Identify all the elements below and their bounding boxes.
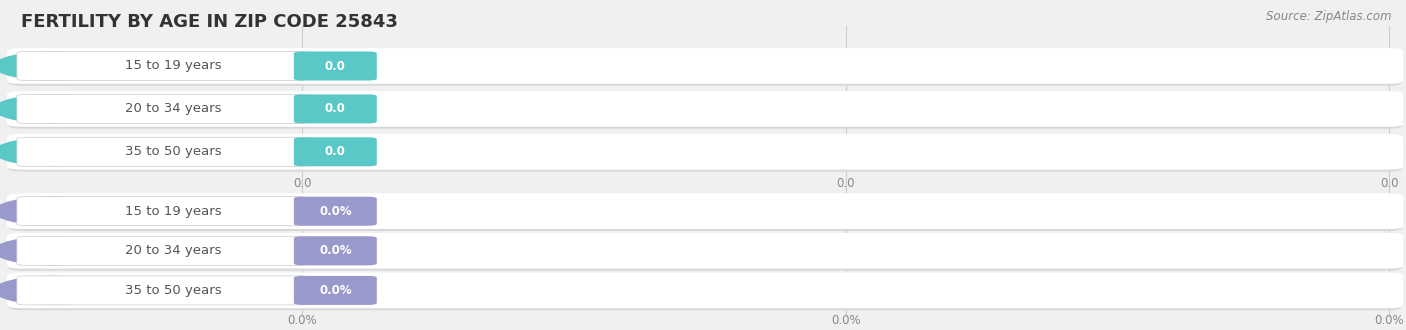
Text: 0.0%: 0.0% [319,284,352,297]
FancyBboxPatch shape [8,275,1402,310]
FancyBboxPatch shape [294,236,377,265]
FancyBboxPatch shape [8,195,1402,231]
Text: FERTILITY BY AGE IN ZIP CODE 25843: FERTILITY BY AGE IN ZIP CODE 25843 [21,13,398,31]
FancyBboxPatch shape [7,233,1403,269]
Text: 0.0: 0.0 [325,59,346,73]
FancyBboxPatch shape [17,197,308,226]
FancyBboxPatch shape [294,276,377,305]
Text: 0.0: 0.0 [292,177,312,190]
FancyBboxPatch shape [17,276,308,305]
Circle shape [0,52,112,80]
FancyBboxPatch shape [8,235,1402,271]
FancyBboxPatch shape [294,137,377,166]
Text: 0.0%: 0.0% [319,205,352,218]
Circle shape [0,138,112,166]
FancyBboxPatch shape [294,51,377,81]
FancyBboxPatch shape [294,94,377,123]
FancyBboxPatch shape [17,236,308,265]
Text: 0.0: 0.0 [837,177,855,190]
Text: 20 to 34 years: 20 to 34 years [125,244,222,257]
Text: 0.0%: 0.0% [319,244,352,257]
Text: 0.0: 0.0 [1379,177,1399,190]
FancyBboxPatch shape [7,273,1403,308]
FancyBboxPatch shape [8,50,1402,86]
FancyBboxPatch shape [7,91,1403,127]
Text: Source: ZipAtlas.com: Source: ZipAtlas.com [1267,10,1392,23]
FancyBboxPatch shape [7,193,1403,229]
FancyBboxPatch shape [7,48,1403,84]
Text: 0.0%: 0.0% [831,314,860,327]
Text: 15 to 19 years: 15 to 19 years [125,205,222,218]
Text: 20 to 34 years: 20 to 34 years [125,102,222,115]
FancyBboxPatch shape [17,51,308,81]
FancyBboxPatch shape [8,93,1402,129]
Circle shape [0,95,112,123]
Text: 0.0%: 0.0% [1374,314,1405,327]
FancyBboxPatch shape [17,94,308,123]
Text: 0.0: 0.0 [325,145,346,158]
Circle shape [0,197,112,225]
FancyBboxPatch shape [8,136,1402,172]
FancyBboxPatch shape [7,134,1403,170]
FancyBboxPatch shape [17,137,308,166]
Text: 35 to 50 years: 35 to 50 years [125,284,222,297]
Text: 0.0%: 0.0% [287,314,318,327]
Text: 15 to 19 years: 15 to 19 years [125,59,222,73]
Text: 35 to 50 years: 35 to 50 years [125,145,222,158]
Circle shape [0,277,112,304]
Circle shape [0,237,112,265]
FancyBboxPatch shape [294,197,377,226]
Text: 0.0: 0.0 [325,102,346,115]
